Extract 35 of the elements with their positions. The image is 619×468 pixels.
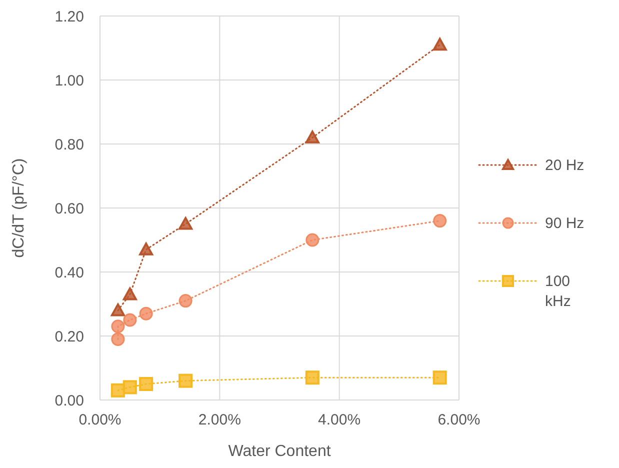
point xyxy=(139,377,154,391)
point xyxy=(139,242,154,256)
point xyxy=(139,306,153,320)
point xyxy=(178,294,192,308)
x-tick-label: 2.00% xyxy=(198,412,241,429)
legend-label: 20 Hz xyxy=(545,156,585,176)
point xyxy=(305,370,320,385)
x-tick-label: 6.00% xyxy=(438,412,480,429)
y-tick-label: 0.00 xyxy=(54,392,84,410)
x-tick-label: 0.00% xyxy=(78,412,122,429)
point xyxy=(110,303,125,316)
x-axis-title: Water Content xyxy=(228,443,332,460)
point xyxy=(306,233,320,247)
y-axis-title: dC/dT (pF/°C) xyxy=(10,158,28,258)
point xyxy=(305,130,320,144)
y-tick-label: 1.20 xyxy=(54,8,84,26)
y-tick-label: 0.80 xyxy=(54,136,84,154)
point xyxy=(122,380,137,394)
y-tick-label: 0.20 xyxy=(54,328,84,346)
legend-label: 90 Hz xyxy=(545,214,585,234)
legend-label: 100 kHz xyxy=(545,272,572,312)
x-tick-label: 4.00% xyxy=(318,412,361,429)
point xyxy=(432,38,447,51)
y-tick-label: 1.00 xyxy=(54,72,84,90)
point xyxy=(433,214,447,228)
point xyxy=(123,313,137,327)
point xyxy=(110,383,125,398)
y-tick-label: 0.60 xyxy=(54,200,84,218)
point xyxy=(178,217,193,230)
point xyxy=(122,287,137,300)
point xyxy=(111,320,125,334)
point xyxy=(111,332,125,346)
y-tick-label: 0.40 xyxy=(54,264,84,282)
point xyxy=(178,374,193,388)
point xyxy=(432,370,447,385)
